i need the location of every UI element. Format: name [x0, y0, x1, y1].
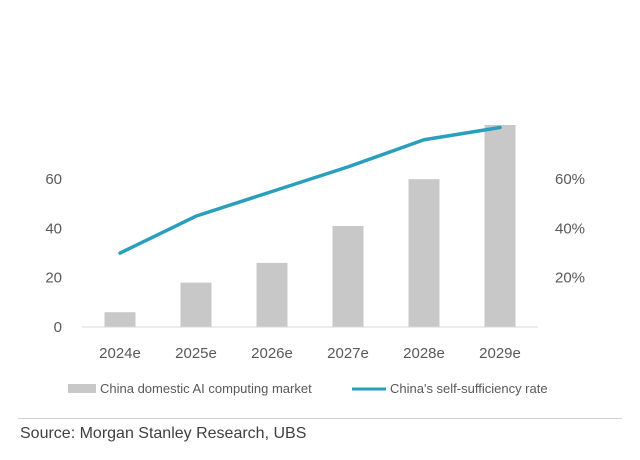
bar-series [104, 125, 516, 327]
source-divider [18, 418, 622, 419]
right-axis: 20% 40% 60% [555, 171, 585, 287]
bar-2029e [484, 125, 516, 327]
x-tick-label: 2029e [479, 345, 521, 362]
left-axis: 0 20 40 60 [45, 171, 62, 336]
bar-2024e [104, 312, 136, 327]
right-tick-label: 20% [555, 270, 585, 287]
legend-bar-label: China domestic AI computing market [100, 381, 312, 396]
x-tick-label: 2028e [403, 345, 445, 362]
x-tick-label: 2025e [175, 345, 217, 362]
x-axis: 2024e 2025e 2026e 2027e 2028e 2029e [99, 345, 521, 362]
bar-2028e [408, 179, 440, 327]
legend-line-label: China's self-sufficiency rate [390, 381, 548, 396]
x-tick-label: 2026e [251, 345, 293, 362]
x-tick-label: 2027e [327, 345, 369, 362]
left-tick-label: 20 [45, 270, 62, 287]
left-tick-label: 0 [54, 319, 62, 336]
line-series [118, 125, 502, 255]
line-self-sufficiency [118, 125, 502, 255]
legend: China domestic AI computing market China… [68, 381, 548, 396]
source-note: Source: Morgan Stanley Research, UBS [20, 425, 307, 442]
left-tick-label: 40 [45, 220, 62, 237]
bar-2027e [332, 226, 364, 327]
bar-2025e [180, 282, 212, 327]
bar-2026e [256, 262, 288, 327]
legend-bar-swatch [68, 384, 96, 393]
left-tick-label: 60 [45, 171, 62, 188]
x-tick-label: 2024e [99, 345, 141, 362]
right-tick-label: 40% [555, 220, 585, 237]
right-tick-label: 60% [555, 171, 585, 188]
